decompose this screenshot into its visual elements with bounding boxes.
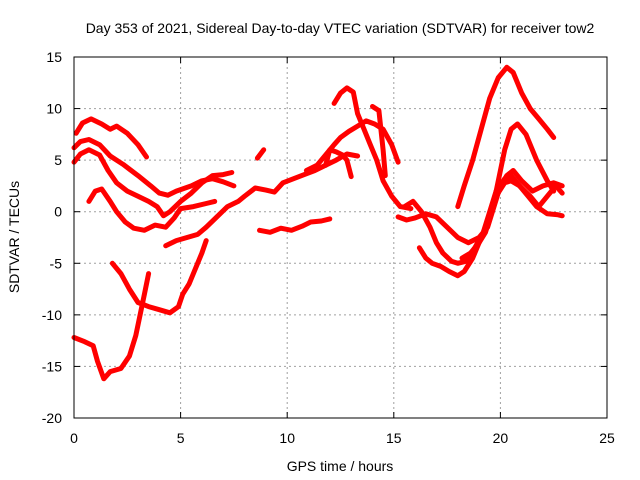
series-layer: [71, 64, 565, 382]
x-tick-label: 0: [70, 430, 78, 446]
series-line-8: [254, 147, 267, 161]
series-line-5: [71, 271, 152, 382]
series-line-12: [323, 147, 354, 180]
y-tick-label: -15: [42, 358, 62, 374]
y-tick-label: 5: [54, 152, 62, 168]
x-tick-label: 20: [493, 430, 509, 446]
series-line-11: [331, 85, 414, 212]
plot-frame: [73, 56, 608, 419]
y-tick-label: 0: [54, 204, 62, 220]
series-line-18: [455, 64, 557, 210]
y-tick-label: 15: [46, 49, 62, 65]
grid-lines: [74, 57, 607, 418]
y-tick-label: 10: [46, 101, 62, 117]
x-tick-label: 25: [599, 430, 615, 446]
y-tick-label: -10: [42, 307, 62, 323]
x-axis-label: GPS time / hours: [287, 458, 394, 474]
chart-title: Day 353 of 2021, Sidereal Day-to-day VTE…: [86, 20, 595, 36]
series-line-4: [86, 186, 218, 233]
series-line-2: [73, 116, 149, 160]
y-axis-label: SDTVAR / TECUs: [6, 181, 22, 293]
x-tick-label: 10: [279, 430, 295, 446]
y-tick-label: -20: [42, 410, 62, 426]
series-line-17: [459, 121, 557, 261]
series-line-16: [416, 178, 565, 279]
series-line-3: [71, 147, 235, 219]
series-line-9: [257, 216, 333, 235]
series-line-13: [370, 104, 388, 179]
series-line-6: [109, 238, 209, 316]
y-tick-label: -5: [50, 255, 63, 271]
x-tick-label: 15: [386, 430, 402, 446]
series-line-1: [71, 137, 237, 198]
series-line-10: [303, 118, 401, 173]
x-tick-label: 5: [177, 430, 185, 446]
